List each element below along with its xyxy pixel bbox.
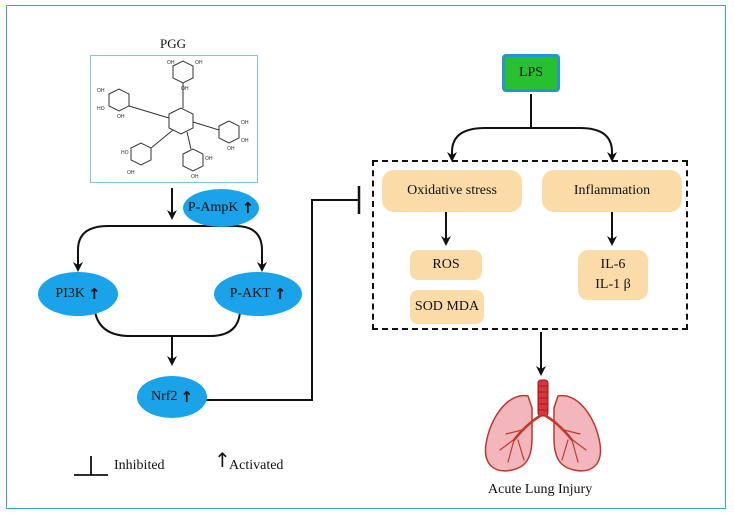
svg-text:OH: OH — [117, 114, 125, 120]
arrow-up-icon: ↑ — [87, 285, 101, 303]
svg-text:OH: OH — [191, 174, 199, 180]
lung-icon — [484, 379, 602, 472]
stimulus-lps: LPS — [502, 54, 560, 92]
node-p-akt: P-AKT ↑ — [214, 272, 302, 316]
outcome-label: Acute Lung Injury — [488, 482, 593, 497]
compound-structure-panel: OH OH OH OH HO OH OH OH OH HO OH OH OH — [90, 55, 258, 183]
arrow-branch-to-pi3k — [73, 225, 172, 272]
arrow-lps-to-inflammation — [531, 127, 617, 162]
svg-text:OH: OH — [205, 156, 213, 162]
arrow-up-icon: ↑ — [241, 199, 255, 217]
svg-text:OH: OH — [195, 60, 203, 66]
node-label: Nrf2 — [150, 389, 178, 404]
arrow-branch-to-akt — [172, 225, 267, 272]
svg-text:OH: OH — [97, 88, 105, 94]
marker-interleukins: IL-6 IL-1 β — [578, 250, 648, 300]
node-pi3k: PI3K ↑ — [38, 272, 118, 316]
arrow-lps-to-oxidative — [447, 127, 531, 162]
pathway-oxidative-stress: Oxidative stress — [382, 170, 522, 212]
marker-il1b: IL-1 β — [595, 277, 631, 292]
svg-text:OH: OH — [181, 86, 189, 92]
compound-title: PGG — [160, 36, 187, 51]
molecule-structure-icon: OH OH OH OH HO OH OH OH OH HO OH OH OH — [97, 60, 249, 180]
svg-text:OH: OH — [127, 170, 135, 176]
node-label: PI3K — [55, 286, 85, 301]
marker-il6: IL-6 — [600, 257, 626, 272]
svg-text:OH: OH — [241, 120, 249, 126]
marker-sod-mda: SOD MDA — [410, 290, 484, 324]
legend-inhibited-label: Inhibited — [114, 458, 165, 473]
arrow-up-icon: ↑ — [273, 285, 287, 303]
svg-text:OH: OH — [241, 138, 249, 144]
svg-text:HO: HO — [97, 106, 105, 112]
legend-inhibit-symbol — [74, 456, 108, 476]
node-label: P-AKT — [229, 286, 271, 301]
marker-ros: ROS — [410, 250, 482, 280]
connector-pi3k-akt-merge — [94, 311, 241, 337]
svg-text:OH: OH — [227, 146, 235, 152]
legend-activated-label: Activated — [229, 458, 284, 473]
arrow-up-icon: ↑ — [180, 388, 193, 406]
inhibition-line — [205, 199, 358, 401]
node-p-ampk: P-AmpK ↑ — [183, 189, 259, 227]
pathway-inflammation: Inflammation — [542, 170, 682, 212]
svg-text:HO: HO — [121, 150, 129, 156]
node-label: P-AmpK — [187, 200, 239, 215]
svg-text:OH: OH — [167, 60, 175, 66]
legend-arrow-up-icon: ↑ — [214, 448, 231, 472]
figure-frame — [6, 5, 726, 509]
node-nrf2: Nrf2 ↑ — [137, 376, 207, 418]
pathway-group — [372, 160, 688, 330]
